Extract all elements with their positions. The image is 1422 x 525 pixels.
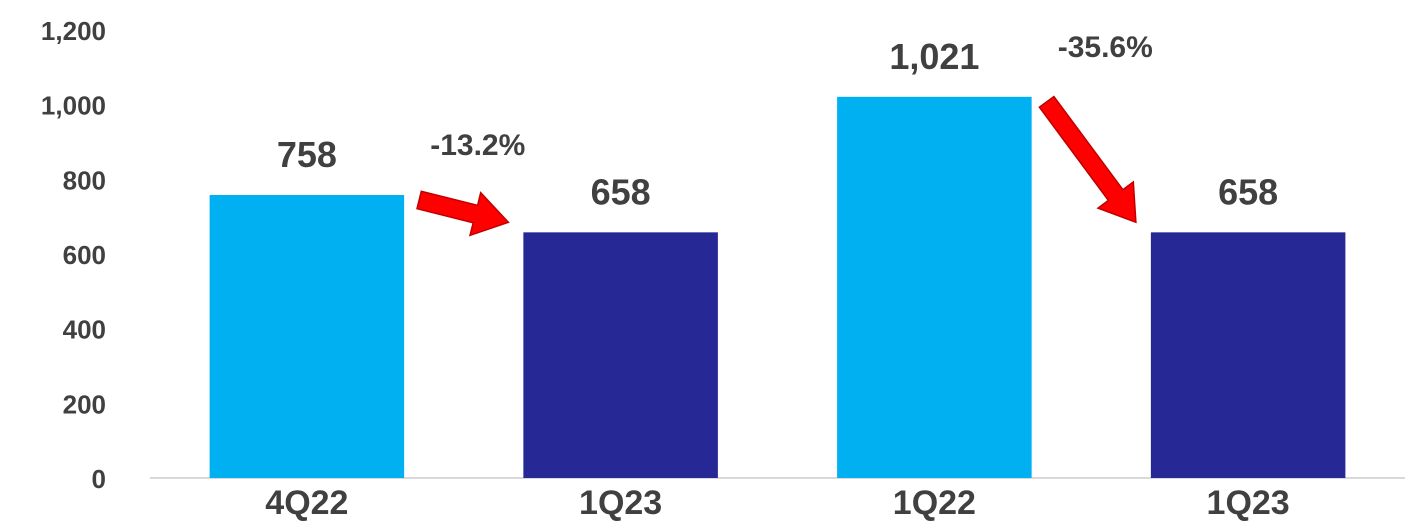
bar-4 <box>1150 232 1346 478</box>
y-tick-label: 200 <box>63 389 106 419</box>
data-label: 1,021 <box>889 36 979 77</box>
bars <box>209 96 1346 479</box>
change-percent-label: -35.6% <box>1058 31 1153 64</box>
annotations: -13.2% -35.6% <box>416 31 1153 237</box>
y-tick-label: 400 <box>63 315 106 345</box>
change-arrow-icon <box>1038 95 1137 224</box>
bar-1 <box>209 195 405 478</box>
bar-3 <box>837 96 1032 479</box>
x-axis: 4Q22 1Q23 1Q22 1Q23 <box>265 484 1289 522</box>
x-tick-label: 1Q22 <box>893 484 976 522</box>
x-tick-label: 4Q22 <box>265 484 348 522</box>
y-tick-label: 1,000 <box>41 91 106 121</box>
change-percent-label: -13.2% <box>430 129 525 162</box>
change-arrow-icon <box>416 190 510 237</box>
data-label: 658 <box>1218 171 1278 212</box>
x-tick-label: 1Q23 <box>1207 484 1290 522</box>
bar-2 <box>523 232 718 478</box>
y-tick-label: 600 <box>63 240 106 270</box>
y-axis: 0 200 400 600 800 1,000 1,200 <box>41 16 106 494</box>
y-tick-label: 0 <box>92 464 106 494</box>
x-tick-label: 1Q23 <box>579 484 662 522</box>
y-tick-label: 1,200 <box>41 16 106 46</box>
data-label: 758 <box>277 134 337 175</box>
y-tick-label: 800 <box>63 165 106 195</box>
data-labels: 758 658 1,021 658 <box>277 36 1278 213</box>
data-label: 658 <box>591 171 651 212</box>
